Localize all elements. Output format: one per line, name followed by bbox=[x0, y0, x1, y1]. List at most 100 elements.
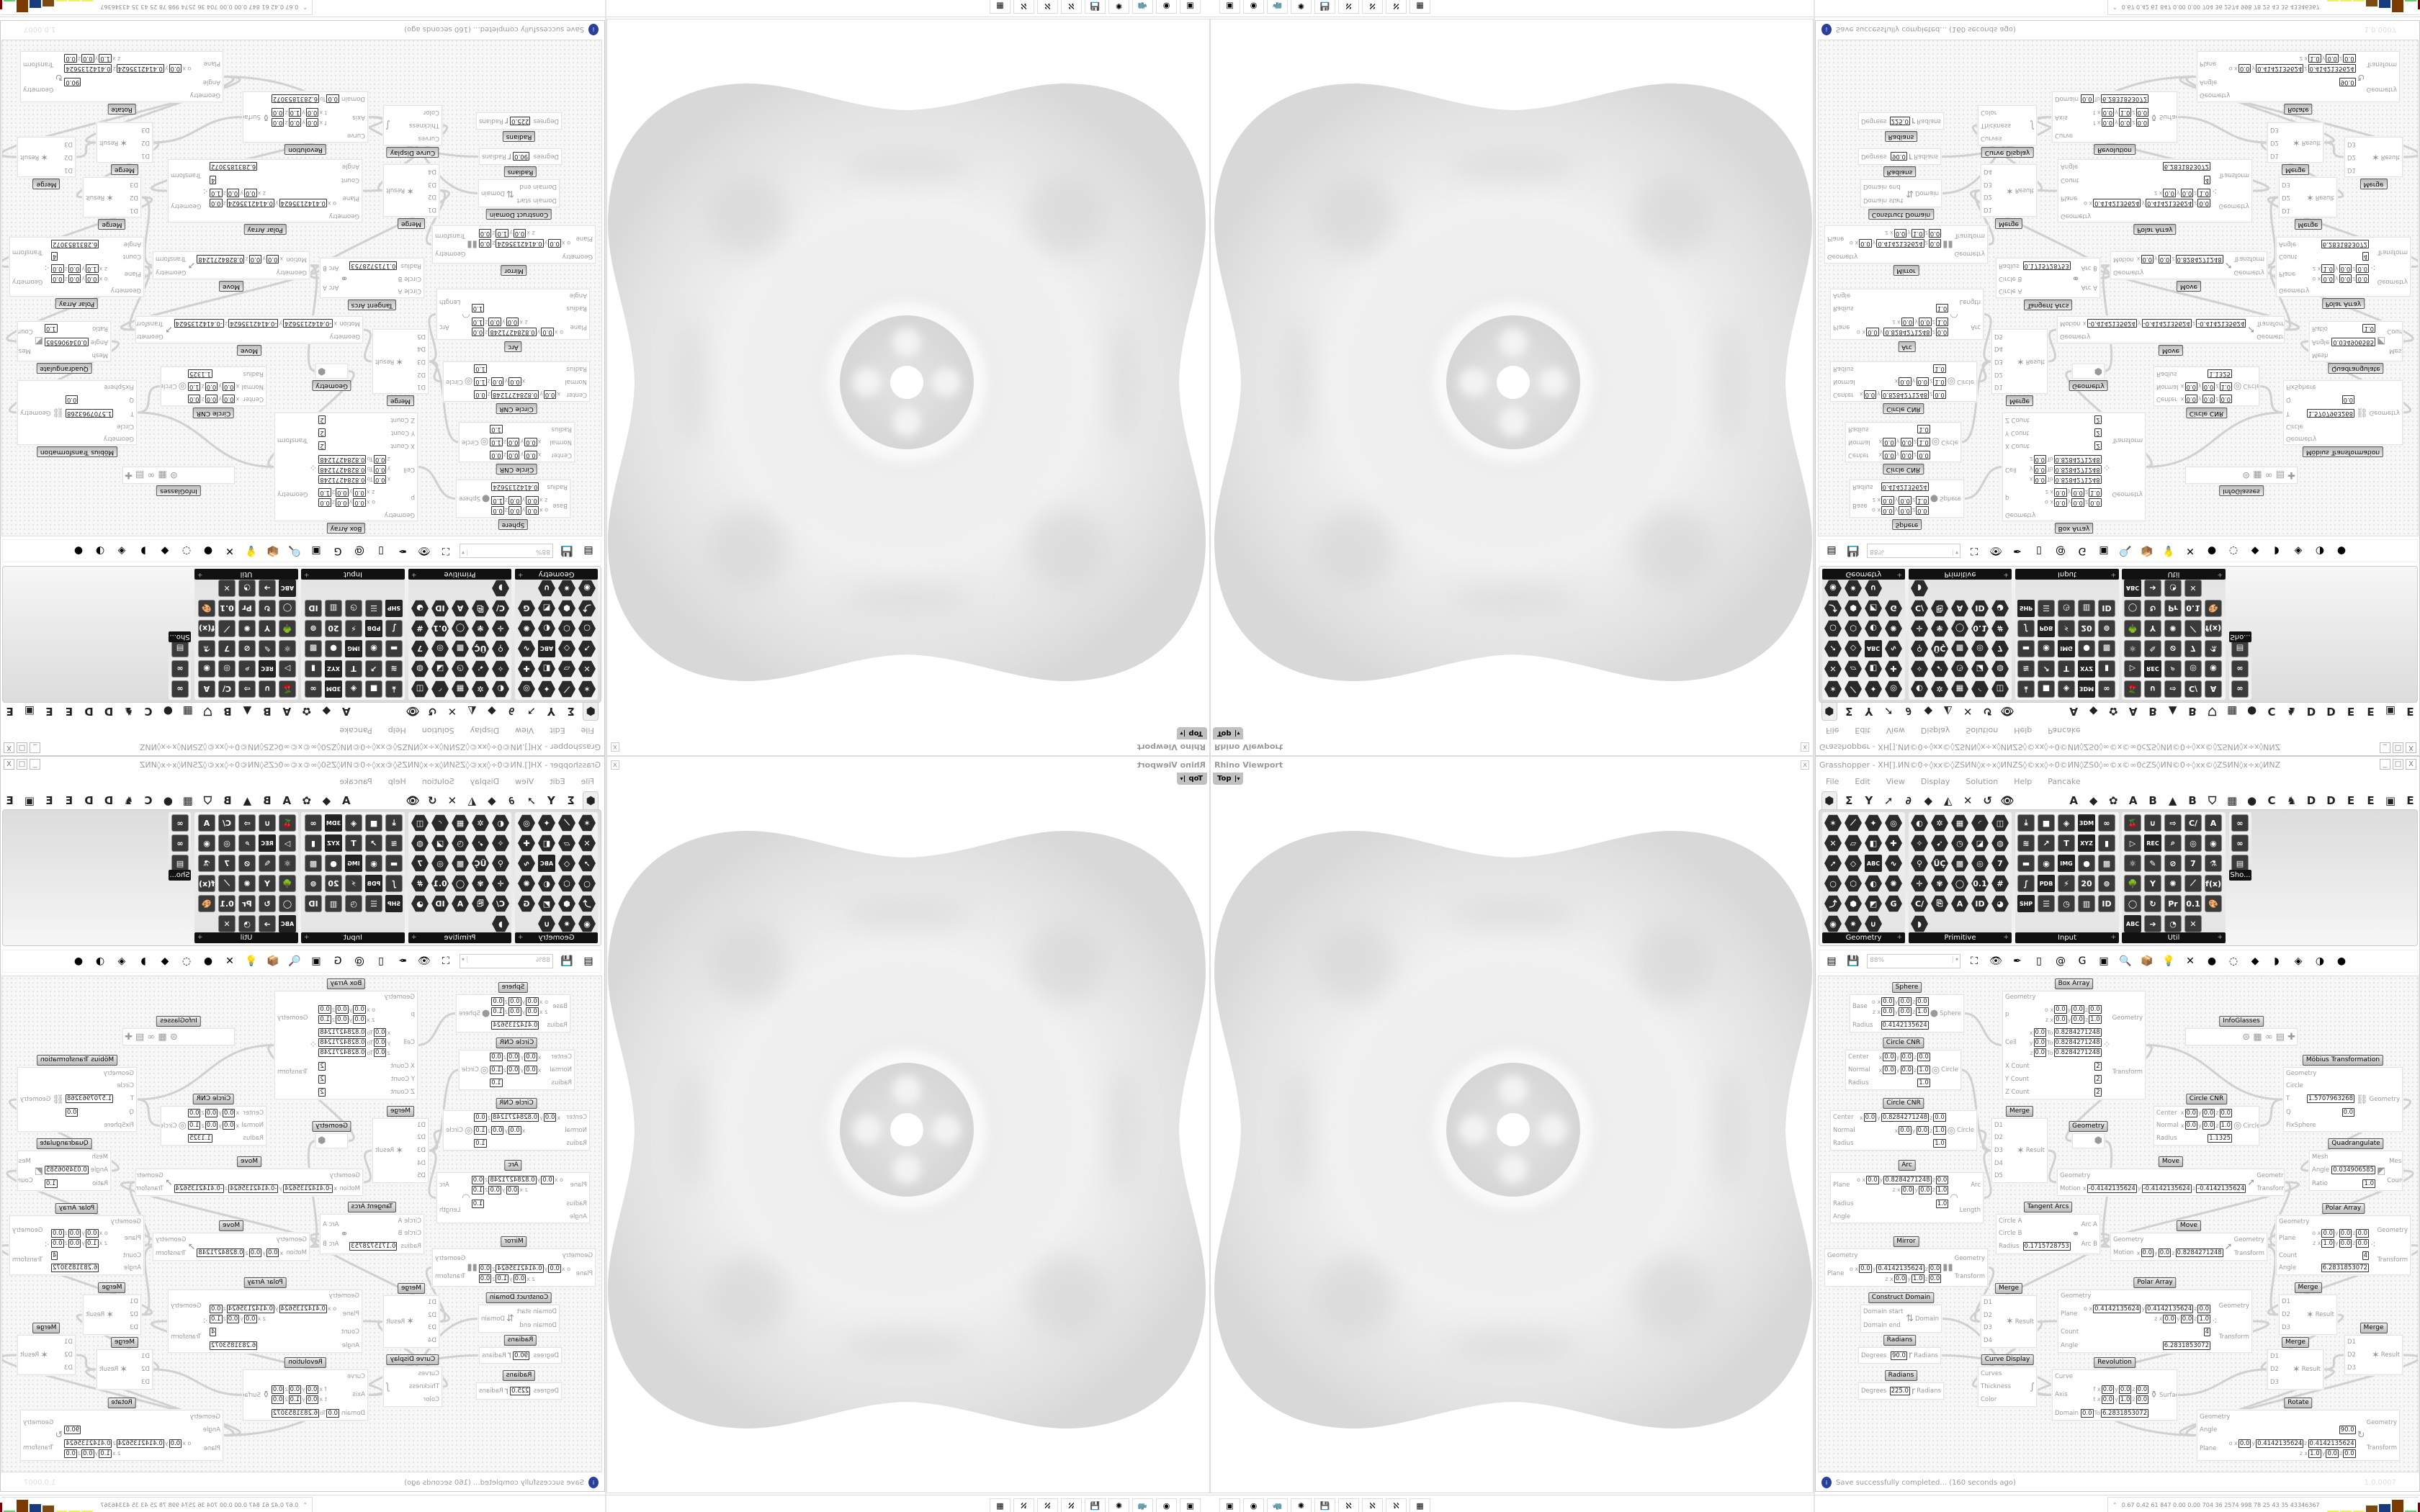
value-field[interactable]: 0.0 bbox=[1883, 1066, 1896, 1074]
component-icon[interactable]: ∪ bbox=[259, 814, 276, 832]
value-field[interactable]: 1.0 bbox=[1916, 1007, 1929, 1017]
component-icon[interactable]: 0.1 bbox=[1971, 620, 1989, 637]
component-icon[interactable]: ✧ bbox=[492, 660, 509, 678]
value-field[interactable]: 0.0 bbox=[2219, 1108, 2233, 1117]
component-icon[interactable]: A bbox=[452, 600, 469, 617]
wire[interactable] bbox=[1971, 124, 2043, 192]
input-param[interactable]: Q 0.0 bbox=[2286, 1107, 2355, 1117]
node-circle-cnr[interactable]: Center x 0.0 y 0.0 z 0.0 Normal x 0.0 y 0.0 z 1.0 Radi… bbox=[161, 366, 266, 406]
value-field[interactable]: 1.0 bbox=[2197, 189, 2210, 198]
component-icon[interactable]: ÜÇ bbox=[1931, 855, 1948, 872]
input-param[interactable]: D2 bbox=[1994, 1134, 2015, 1141]
value-field[interactable]: 1.0 bbox=[471, 304, 485, 313]
value-field[interactable]: 0.0 bbox=[2321, 1228, 2334, 1238]
calculator-icon[interactable]: ▦ bbox=[990, 0, 1010, 14]
node-polar-array[interactable]: Geometry Plane o x 0.0 y 0.0 z 0.0 z x 1.0 y 0.0 z 0.… bbox=[2276, 1215, 2411, 1275]
component-icon[interactable]: ◩ bbox=[1865, 895, 1882, 912]
node-move[interactable]: Geometry Motion x -0.4142135624 y -0.41421356… bbox=[2057, 316, 2285, 343]
node-move[interactable]: Geometry Motion x -0.4142135624 y -0.41421356… bbox=[2057, 1169, 2285, 1196]
value-field[interactable]: 4 bbox=[2203, 1328, 2210, 1337]
output-param[interactable]: Transform bbox=[1954, 231, 1985, 239]
component-icon[interactable]: ■ bbox=[2038, 814, 2055, 832]
input-param[interactable]: Geometry bbox=[2005, 994, 2102, 1001]
value-field[interactable]: 1.0 bbox=[496, 1274, 508, 1284]
input-param[interactable]: D4 bbox=[1984, 1337, 2004, 1344]
intersect-icon[interactable]: ✕ bbox=[447, 705, 457, 719]
component-icon[interactable]: ✧ bbox=[1911, 834, 1928, 852]
value-field[interactable]: 0.0 bbox=[506, 1185, 519, 1194]
input-param[interactable]: Angle 90.0 bbox=[2200, 78, 2356, 87]
panel-label[interactable]: Primitive + bbox=[408, 932, 511, 943]
component-icon[interactable]: ✕ bbox=[2184, 915, 2202, 932]
component-icon[interactable]: SHP bbox=[385, 895, 403, 912]
node-title-box-array[interactable]: Box Array bbox=[326, 523, 366, 534]
value-field[interactable]: 0.0 bbox=[1900, 1066, 1914, 1074]
tab-4[interactable]: B bbox=[2148, 793, 2157, 807]
input-param[interactable]: Mesh bbox=[45, 1153, 108, 1161]
input-param[interactable]: D4 bbox=[1984, 168, 2004, 175]
component-icon[interactable]: Pr bbox=[238, 895, 256, 912]
save-icon[interactable]: 💾 bbox=[560, 955, 573, 967]
value-field[interactable]: 0.0 bbox=[478, 238, 492, 248]
value-field[interactable]: 0.0 bbox=[508, 997, 521, 1007]
node-revolution[interactable]: Curve Axis f x 0.0 y 0.0 z 0.0 t x 0.0 y 1.0 z 0.0 Dom… bbox=[243, 1369, 368, 1421]
input-param[interactable]: Circle B bbox=[349, 275, 421, 282]
output-param[interactable]: Radians bbox=[1914, 1351, 1938, 1359]
value-field[interactable]: 0.0 bbox=[205, 1108, 218, 1117]
value-field[interactable]: 1.0 bbox=[471, 1185, 485, 1194]
input-param[interactable]: Radius 0.4142135624 bbox=[491, 482, 568, 492]
output-param[interactable]: Result bbox=[2380, 153, 2400, 161]
component-icon[interactable]: ◧ bbox=[1865, 834, 1882, 852]
value-field[interactable]: 6.2831853072 bbox=[210, 162, 258, 171]
input-param[interactable]: Ratio 1.0 bbox=[2312, 1179, 2375, 1188]
input-param[interactable]: D2 bbox=[2347, 1351, 2370, 1359]
value-field[interactable]: 0.0 bbox=[210, 1304, 223, 1313]
value-field[interactable]: 1.1325 bbox=[2208, 1134, 2233, 1143]
component-icon[interactable]: ∞ bbox=[2231, 834, 2249, 852]
node-merge[interactable]: D1 D2 D3 ✶ Result bbox=[2344, 1335, 2403, 1375]
value-field[interactable]: 0.0 bbox=[2101, 108, 2115, 117]
gha-icon[interactable]: G bbox=[2078, 955, 2087, 967]
node-circle-cnr[interactable]: Center x 0.0 y 0.8284271248 z 0.0 Normal x 0.0 y 0.… bbox=[443, 361, 590, 402]
open-file-icon[interactable]: ▤ bbox=[1827, 545, 1837, 557]
tab-13[interactable]: D bbox=[84, 705, 94, 719]
component-icon[interactable]: ◯ bbox=[452, 620, 469, 637]
output-param[interactable]: Transform bbox=[2377, 248, 2408, 256]
preview-red-icon[interactable]: ◆ bbox=[161, 955, 169, 967]
component-icon[interactable]: ◫ bbox=[411, 680, 429, 698]
wire[interactable] bbox=[428, 360, 444, 383]
component-icon[interactable]: ⇨ bbox=[2164, 814, 2182, 832]
input-param[interactable]: D1 bbox=[115, 207, 138, 214]
component-icon[interactable]: 3DM bbox=[2078, 814, 2095, 832]
value-field[interactable]: 0.0 bbox=[2158, 1248, 2172, 1258]
input-param[interactable]: Plane o x 0.0 y 0.0 z 0.0 z x 1.0 y 0.0 z 0.0 bbox=[51, 1228, 141, 1248]
value-field[interactable]: 1.0 bbox=[187, 382, 201, 391]
input-param[interactable]: Axis f x 0.0 y 0.0 z 0.0 t x 0.0 y 1.0 z 0.0 bbox=[2055, 1385, 2149, 1404]
output-param[interactable]: Transform bbox=[1954, 1273, 1985, 1281]
value-field[interactable]: 0.4142135624 bbox=[64, 1439, 112, 1448]
open-file-icon[interactable]: ▤ bbox=[583, 545, 593, 557]
component-icon[interactable]: ✚ bbox=[518, 834, 535, 852]
wire[interactable] bbox=[151, 1320, 385, 1396]
open-file-icon[interactable]: ▤ bbox=[1827, 955, 1837, 967]
component-icon[interactable]: ⟋ bbox=[1845, 814, 1862, 832]
input-param[interactable]: Circle A bbox=[1999, 1218, 2071, 1225]
component-icon[interactable]: ◉ bbox=[198, 834, 215, 852]
component-icon[interactable]: ✲ bbox=[472, 680, 489, 698]
node-title-quadrangulate[interactable]: Quadrangulate bbox=[2328, 363, 2384, 374]
input-param[interactable]: Geometry bbox=[479, 253, 593, 260]
node-title-geometry[interactable]: Geometry bbox=[312, 380, 351, 391]
value-field[interactable]: 0.0 bbox=[491, 505, 504, 515]
input-param[interactable]: Radius 0.1715728753 bbox=[1999, 1242, 2071, 1251]
component-icon[interactable]: 3DM bbox=[2078, 680, 2095, 698]
value-field[interactable]: 2 bbox=[318, 1061, 326, 1071]
wire[interactable] bbox=[428, 1149, 437, 1199]
output-param[interactable]: Transform bbox=[2218, 1333, 2249, 1341]
wire[interactable] bbox=[377, 124, 449, 192]
node-merge[interactable]: D1 D2 D3 D4 D5 ✶ Result bbox=[1991, 1118, 2048, 1183]
value-field[interactable]: 0.8284271248 bbox=[2053, 464, 2102, 474]
node-title-box-array[interactable]: Box Array bbox=[2054, 523, 2094, 534]
value-field[interactable]: 0.0 bbox=[2339, 1238, 2352, 1248]
input-param[interactable]: Geometry bbox=[2279, 1218, 2369, 1225]
component-icon[interactable]: ∞ bbox=[171, 834, 189, 852]
